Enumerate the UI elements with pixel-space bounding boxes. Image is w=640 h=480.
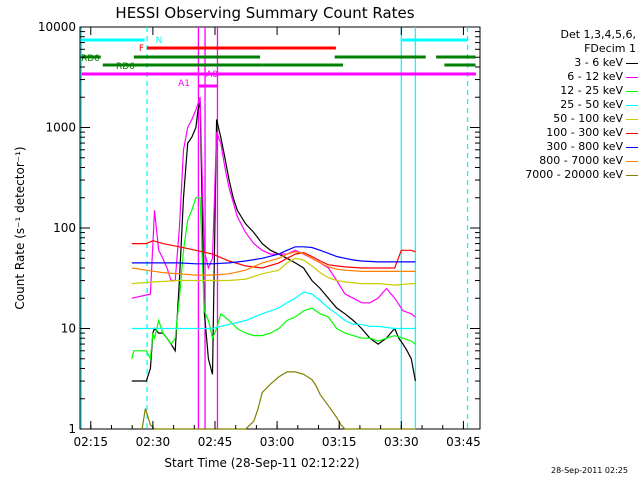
legend-label-8: 7000 - 20000 keV xyxy=(525,168,623,181)
series-line-4 xyxy=(131,257,416,286)
series-line-2 xyxy=(131,197,416,361)
legend-label-4: 50 - 100 keV xyxy=(553,112,623,125)
x-tick-label-2: 02:45 xyxy=(198,435,233,449)
state-bar-label-6: A0 xyxy=(206,70,218,80)
legend-entry-4: 50 - 100 keV xyxy=(510,112,638,126)
legend-entry-8: 7000 - 20000 keV xyxy=(510,168,638,182)
x-tick-label-1: 02:30 xyxy=(136,435,171,449)
axes: 02:15 02:30 02:45 03:00 03:15 03:30 03:45 1 10 10… xyxy=(38,20,481,449)
legend-rows: 3 - 6 keV 6 - 12 keV 12 - 25 keV 25 - 50 ke… xyxy=(510,56,638,182)
timestamp: 28-Sep-2011 02:25 xyxy=(551,466,628,475)
legend-swatch-5 xyxy=(626,132,638,134)
series-line-5 xyxy=(131,239,416,269)
legend: Det 1,3,4,5,6, FDecim 1 3 - 6 keV 6 - 12 … xyxy=(510,28,638,182)
x-tick-label-5: 03:30 xyxy=(384,435,419,449)
y-tick-label-4: 10000 xyxy=(38,20,76,34)
x-tick-label-0: 02:15 xyxy=(73,435,108,449)
series-line-6 xyxy=(131,246,416,265)
series-line-8 xyxy=(141,371,416,430)
x-tick-label-3: 03:00 xyxy=(260,435,295,449)
legend-label-3: 25 - 50 keV xyxy=(560,98,623,111)
plot-frame xyxy=(79,26,481,430)
state-bar-label-5: A1 xyxy=(178,79,190,89)
vertical-markers xyxy=(80,27,469,429)
state-bars: N F RD0 RD6 A1 A0 xyxy=(81,36,476,89)
legend-entry-5: 100 - 300 keV xyxy=(510,126,638,140)
legend-label-2: 12 - 25 keV xyxy=(560,84,623,97)
legend-swatch-3 xyxy=(626,104,638,106)
x-tick-label-4: 03:15 xyxy=(322,435,357,449)
legend-header-line-1: Det 1,3,4,5,6, xyxy=(560,28,636,41)
legend-entry-7: 800 - 7000 keV xyxy=(510,154,638,168)
state-bar-label-1: F xyxy=(139,44,144,54)
y-tick-label-1: 10 xyxy=(61,322,76,336)
legend-entry-2: 12 - 25 keV xyxy=(510,84,638,98)
legend-swatch-4 xyxy=(626,118,638,120)
legend-entry-6: 300 - 800 keV xyxy=(510,140,638,154)
series-group xyxy=(131,97,416,430)
x-axis-label: Start Time (28-Sep-11 02:12:22) xyxy=(164,456,359,470)
y-tick-label-2: 100 xyxy=(53,221,76,235)
y-axis-label: Count Rate (s⁻¹ detector⁻¹) xyxy=(13,146,27,309)
state-bar-label-3: RD6 xyxy=(116,62,135,72)
legend-swatch-2 xyxy=(626,90,638,92)
legend-swatch-7 xyxy=(626,160,638,162)
state-bar-label-0: N xyxy=(156,36,163,46)
legend-label-0: 3 - 6 keV xyxy=(574,56,623,69)
legend-entry-3: 25 - 50 keV xyxy=(510,98,638,112)
legend-swatch-0 xyxy=(626,62,638,64)
legend-label-6: 300 - 800 keV xyxy=(546,140,623,153)
series-line-3 xyxy=(131,291,416,330)
legend-header-line-2: FDecim 1 xyxy=(584,42,636,55)
legend-entry-0: 3 - 6 keV xyxy=(510,56,638,70)
legend-swatch-8 xyxy=(626,174,638,176)
legend-label-7: 800 - 7000 keV xyxy=(539,154,623,167)
state-bar-label-2: RD0 xyxy=(81,54,100,64)
chart-title: HESSI Observing Summary Count Rates xyxy=(115,4,414,22)
x-tick-label-6: 03:45 xyxy=(446,435,481,449)
y-tick-label-0: 1 xyxy=(68,422,76,436)
legend-swatch-6 xyxy=(626,146,638,148)
series-line-7 xyxy=(131,251,416,276)
y-tick-label-3: 1000 xyxy=(45,121,76,135)
legend-label-1: 6 - 12 keV xyxy=(567,70,623,83)
legend-swatch-1 xyxy=(626,76,638,78)
legend-label-5: 100 - 300 keV xyxy=(546,126,623,139)
legend-entry-1: 6 - 12 keV xyxy=(510,70,638,84)
